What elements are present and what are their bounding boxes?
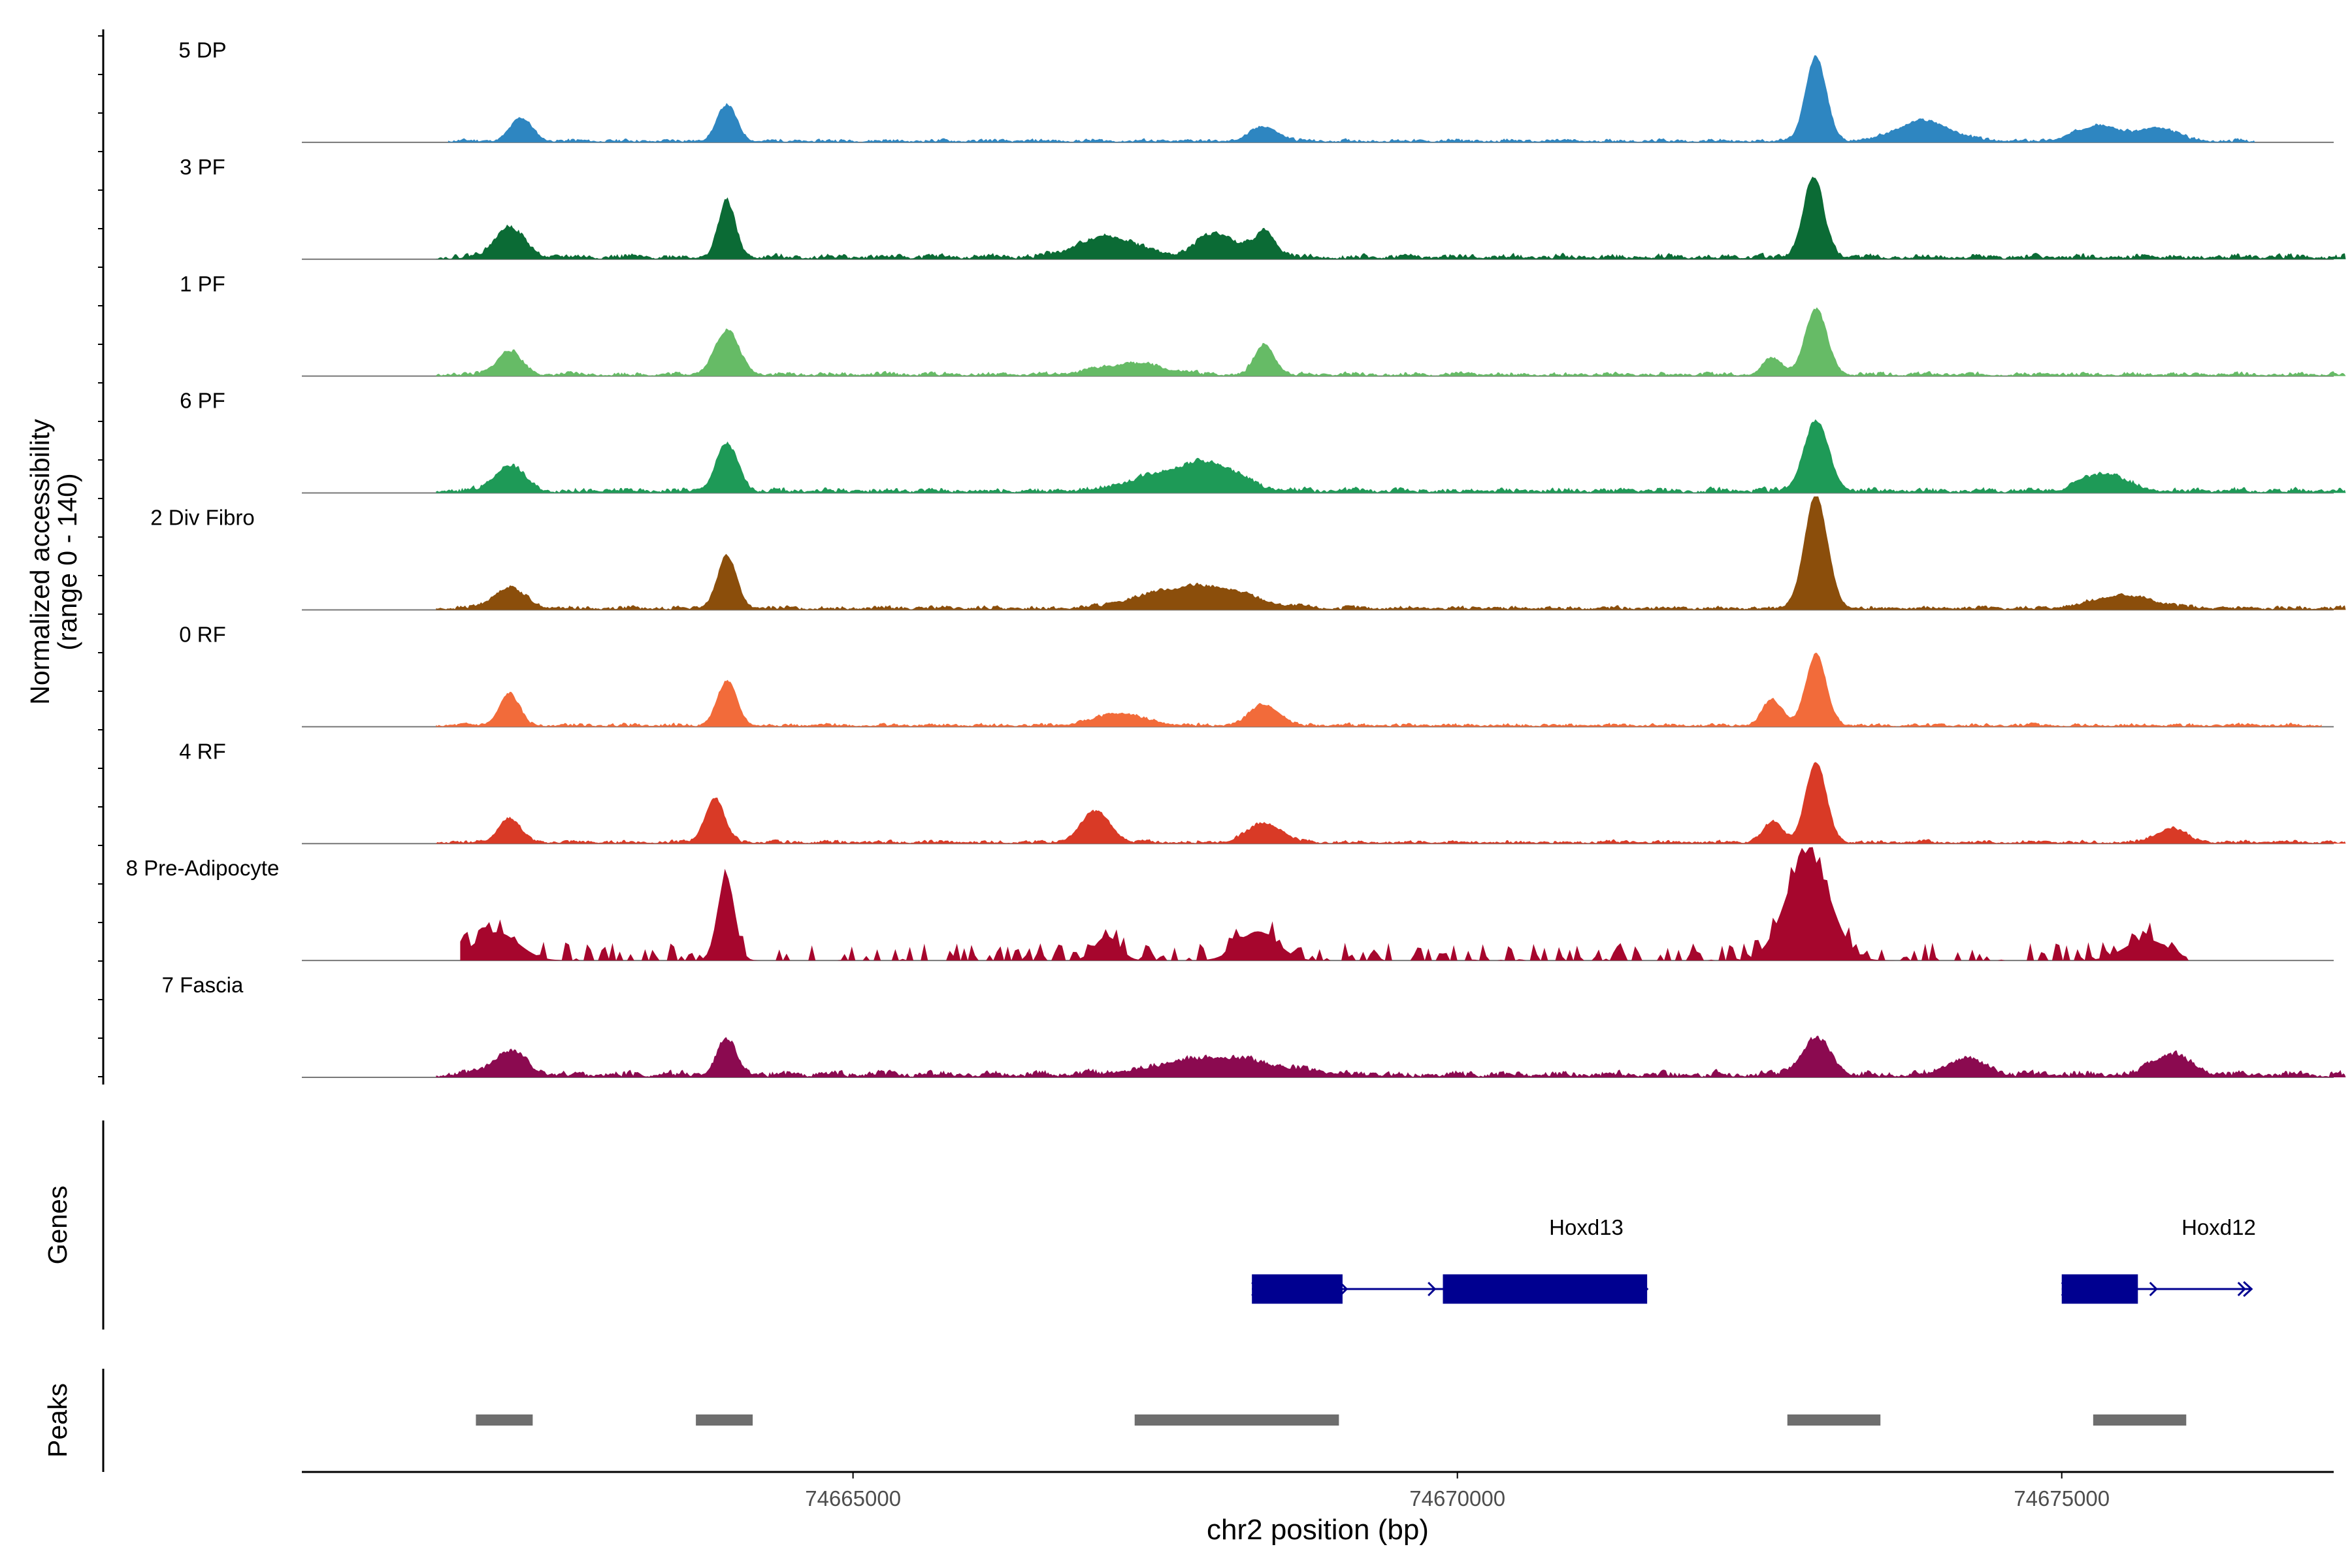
peak-region [2093, 1414, 2187, 1426]
gene-strand-arrow [1428, 1281, 1437, 1297]
coverage-ylabel-line1: Normalized accessibility [25, 419, 55, 705]
gene-exon [2061, 1274, 2138, 1304]
track-label: 5 DP [178, 38, 226, 62]
genes-ylabel: Genes [42, 1186, 73, 1265]
track-5-dp: 5 DP [178, 38, 2334, 143]
track-3-pf: 3 PF [180, 155, 2346, 260]
gene-exon [1443, 1274, 1648, 1304]
track-label: 1 PF [180, 272, 225, 296]
track-label: 2 Div Fibro [150, 506, 255, 530]
gene-strand-arrow [2237, 1281, 2246, 1297]
coverage-ylabel-line2: (range 0 - 140) [52, 473, 82, 650]
peak-region [696, 1414, 753, 1426]
track-label: 0 RF [179, 622, 226, 646]
track-label: 6 PF [180, 389, 225, 413]
track-7-fascia: 7 Fascia [162, 973, 2346, 1078]
track-4-rf: 4 RF [179, 739, 2346, 845]
track-label: 7 Fascia [162, 973, 244, 997]
gene-hoxd13: Hoxd13 [1251, 1215, 1649, 1304]
track-coverage-area [436, 419, 2346, 493]
peak-region [1134, 1414, 1339, 1426]
track-6-pf: 6 PF [180, 389, 2346, 494]
track-coverage-area [436, 762, 2346, 844]
x-tick-label: 74670000 [1409, 1486, 1505, 1511]
x-tick-label: 74675000 [2014, 1486, 2110, 1511]
coverage-y-axis [98, 29, 105, 1085]
peaks-ylabel: Peaks [42, 1383, 73, 1458]
gene-strand-arrow [2243, 1281, 2253, 1298]
gene-label: Hoxd12 [2181, 1215, 2256, 1239]
x-axis-label: chr2 position (bp) [1207, 1514, 1429, 1546]
gene-track: Hoxd13 Hoxd12 [1251, 1215, 2256, 1304]
track-coverage-area [436, 307, 2346, 376]
track-coverage-area [436, 653, 2322, 727]
x-axis-ticks: 74665000 74670000 74675000 [805, 1472, 2110, 1511]
track-1-pf: 1 PF [180, 272, 2346, 377]
track-0-rf: 0 RF [179, 622, 2334, 728]
track-label: 4 RF [179, 739, 226, 763]
track-coverage-area [460, 847, 2189, 961]
coverage-tracks: 5 DP 3 PF 1 PF 6 PF 2 Div Fibro 0 RF 4 RF 8 Pre… [126, 38, 2346, 1078]
gene-strand-arrow [2149, 1281, 2158, 1297]
track-coverage-area [436, 496, 2346, 610]
track-label: 8 Pre-Adipocyte [126, 856, 280, 880]
track-coverage-area [448, 55, 2255, 142]
peak-region [476, 1414, 533, 1426]
track-coverage-area [436, 176, 2346, 259]
track-coverage-area [436, 1036, 2346, 1077]
peaks-track [476, 1414, 2187, 1426]
peak-region [1787, 1414, 1881, 1426]
track-label: 3 PF [180, 155, 225, 179]
gene-hoxd12: Hoxd12 [2061, 1215, 2256, 1304]
x-tick-label: 74665000 [805, 1486, 901, 1511]
track-8-pre-adipocyte: 8 Pre-Adipocyte [126, 847, 2334, 962]
track-2-div-fibro: 2 Div Fibro [150, 496, 2346, 611]
gene-exon [1252, 1274, 1343, 1304]
gene-label: Hoxd13 [1549, 1215, 1624, 1239]
